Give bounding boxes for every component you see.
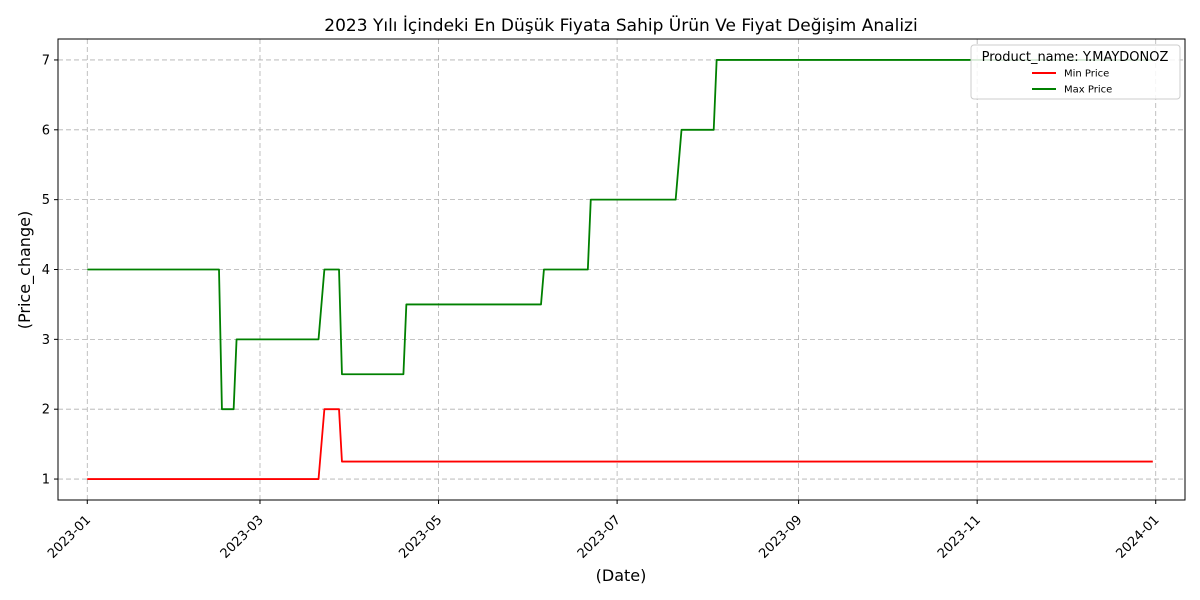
x-tick-label: 2024-01 xyxy=(1114,513,1163,562)
y-tick-label: 7 xyxy=(42,53,50,68)
grid xyxy=(58,39,1185,500)
x-axis: 2023-01 2023-03 2023-05 2023-07 2023-09 2023-… xyxy=(45,500,1163,562)
x-tick-label: 2023-03 xyxy=(218,513,267,562)
legend-label-min-price: Min Price xyxy=(1064,69,1109,80)
y-tick-label: 2 xyxy=(42,403,50,418)
series-line-min-price xyxy=(87,408,1153,480)
legend-box xyxy=(970,44,1181,100)
y-tick-label: 5 xyxy=(42,193,50,208)
series-lines xyxy=(87,59,1153,480)
x-axis-label: (Date) xyxy=(596,566,647,585)
y-tick-label: 1 xyxy=(42,473,50,488)
x-tick-label: 2023-05 xyxy=(396,513,445,562)
legend-label-max-price: Max Price xyxy=(1064,85,1112,96)
y-tick-label: 3 xyxy=(42,333,50,348)
series-line-max-price xyxy=(87,59,1153,411)
y-axis: 1 2 3 4 5 6 7 xyxy=(42,53,58,488)
y-tick-label: 6 xyxy=(42,123,50,138)
x-tick-label: 2023-11 xyxy=(935,513,984,562)
x-tick-label: 2023-07 xyxy=(575,513,624,562)
y-axis-label: (Price_change) xyxy=(15,211,35,329)
legend: Product_name: Y.MAYDONOZ Min Price Max P… xyxy=(970,44,1181,100)
x-tick-label: 2023-01 xyxy=(45,513,94,562)
legend-title: Product_name: Y.MAYDONOZ xyxy=(982,50,1169,65)
y-tick-label: 4 xyxy=(42,263,50,278)
x-tick-label: 2023-09 xyxy=(756,513,805,562)
chart-title: 2023 Yılı İçindeki En Düşük Fiyata Sahip… xyxy=(324,14,917,36)
